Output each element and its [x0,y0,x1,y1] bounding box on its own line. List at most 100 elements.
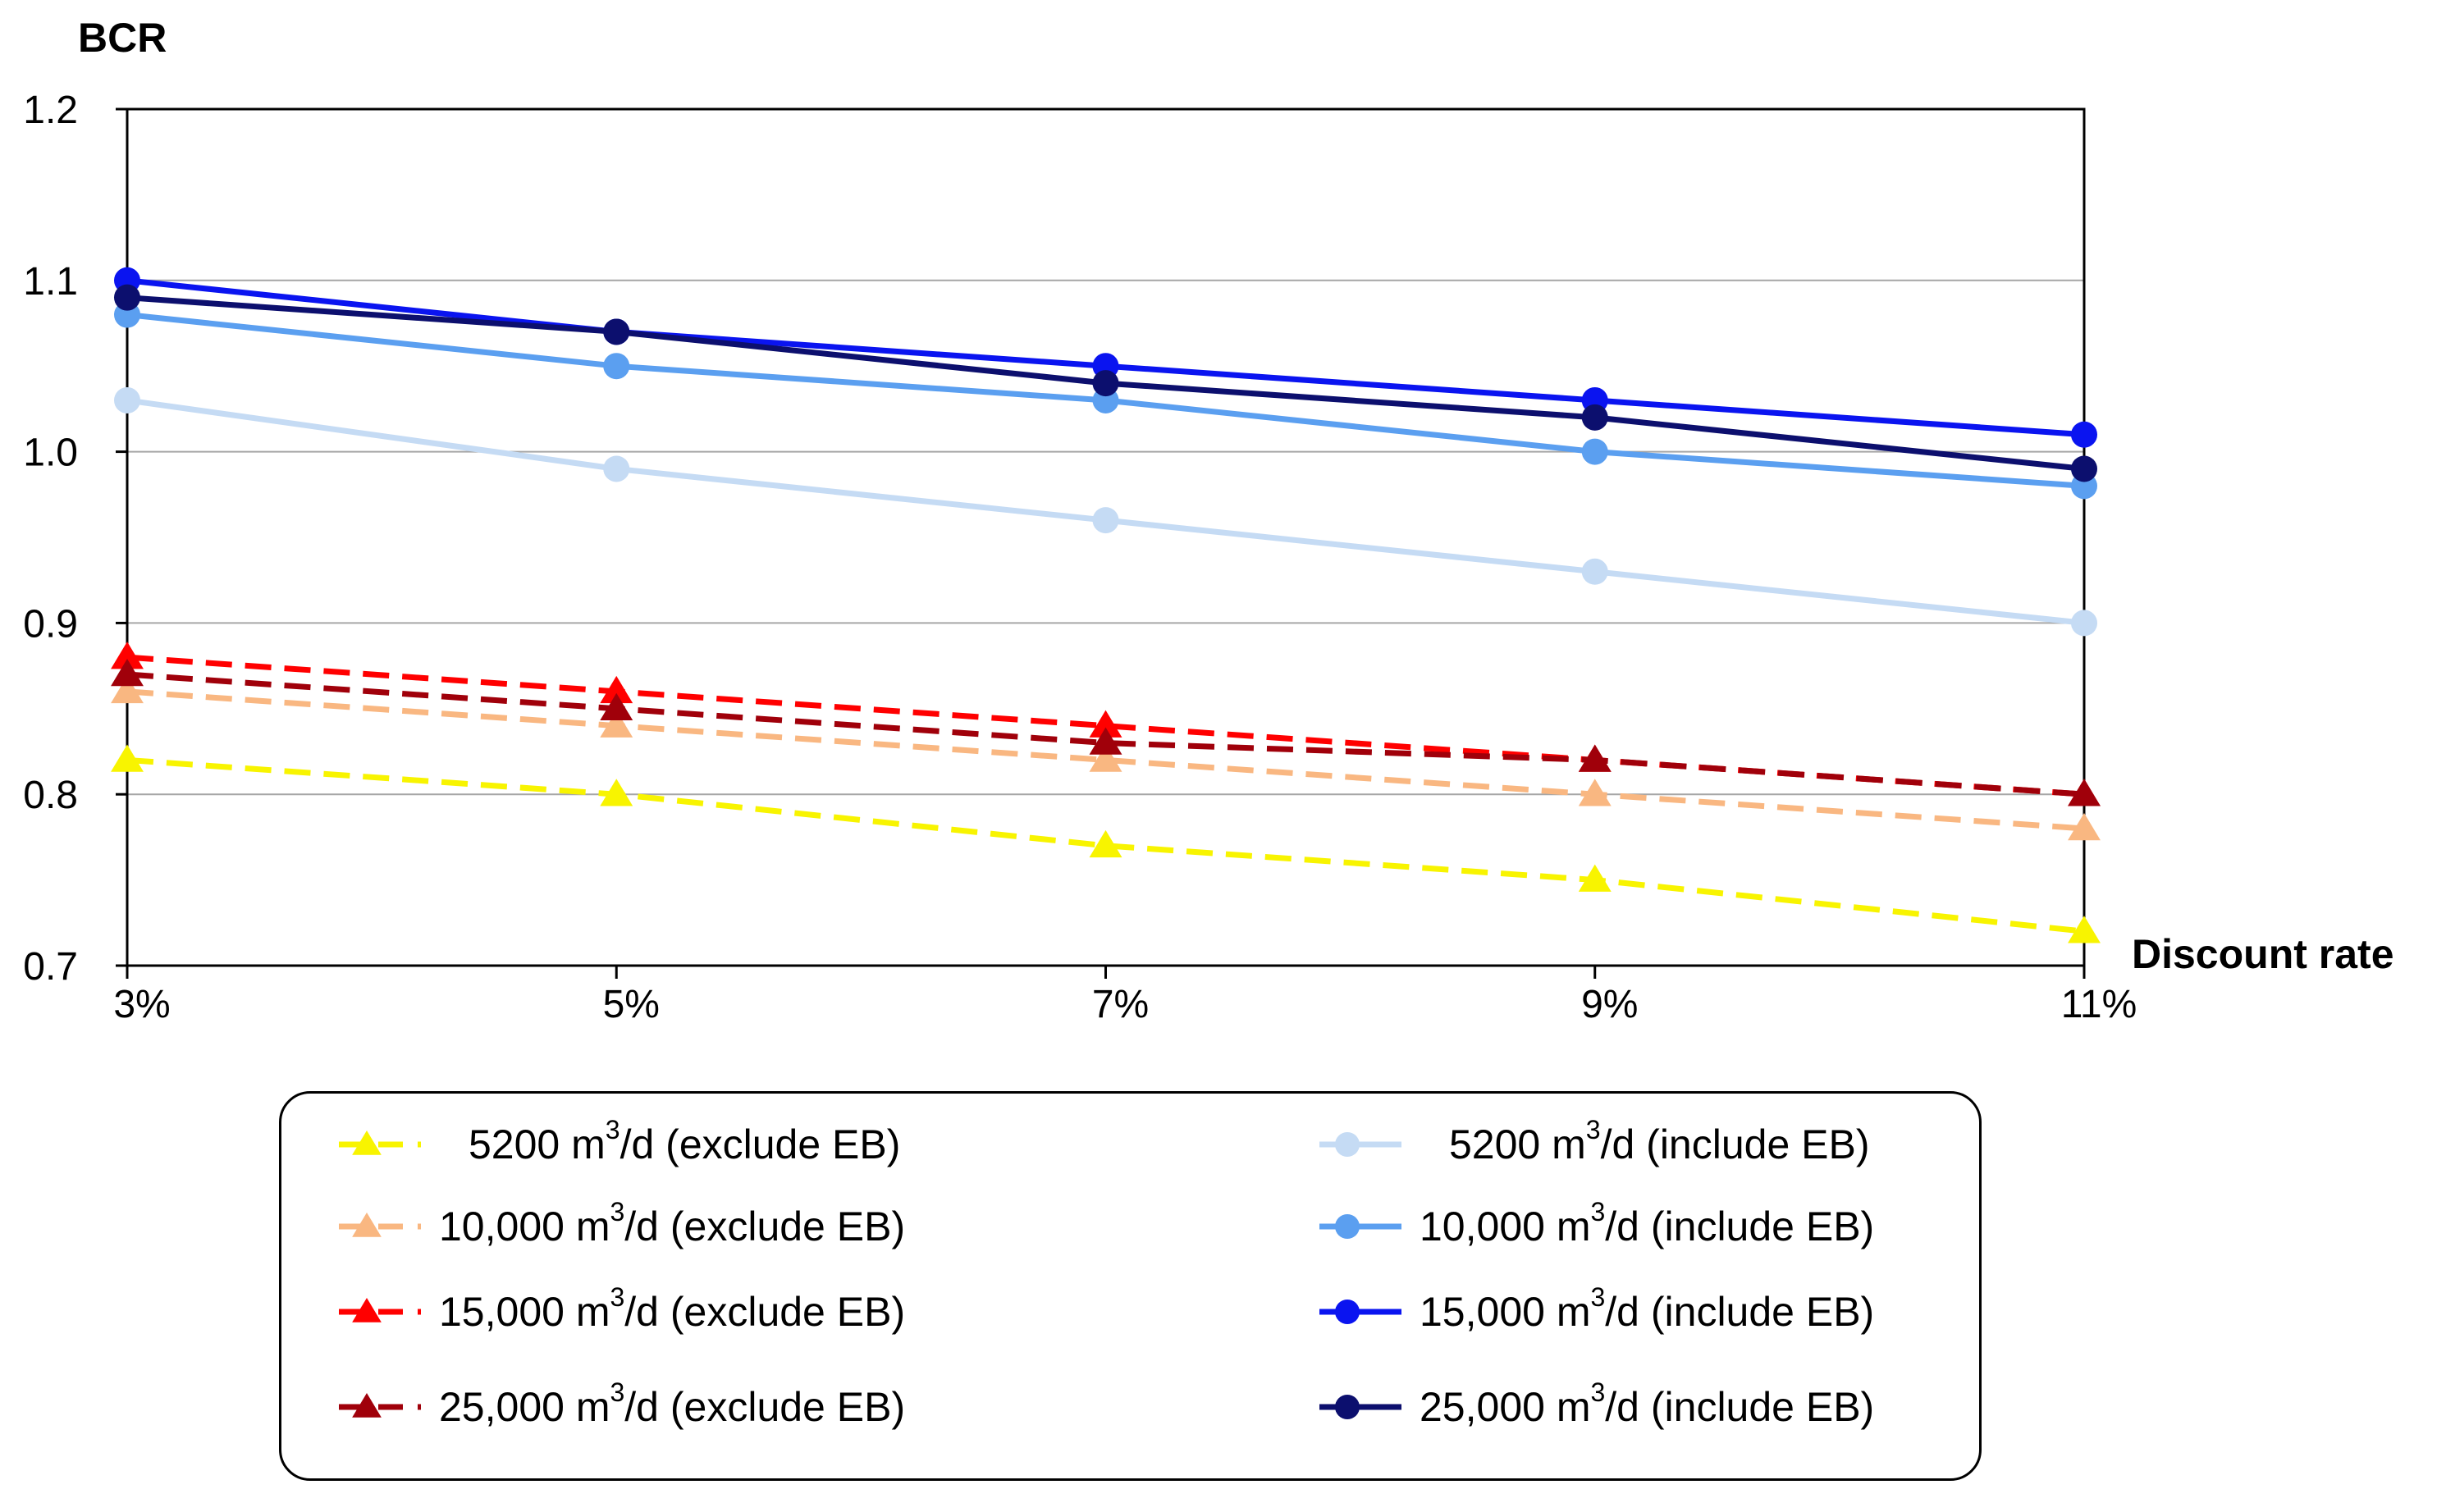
legend-swatch [339,1213,421,1237]
legend-label-suffix: /d (include EB) [1605,1384,1875,1430]
data-point [1578,864,1612,892]
legend-swatch [339,1131,421,1155]
series-4 [111,659,2101,806]
data-point [1578,779,1612,806]
legend-swatch [1319,1395,1401,1419]
legend-item: 10,000 m3/d (exclude EB) [339,1194,905,1259]
data-point [2071,421,2097,448]
data-point [2068,916,2101,943]
series-2 [111,675,2101,841]
legend-label-main: 10,000 m [1420,1204,1591,1249]
legend-label: 5200 m3/d (include EB) [1449,1117,1870,1168]
series-line [126,688,2085,832]
series-1 [111,744,2101,943]
legend-marker [1335,1132,1360,1157]
legend-label-suffix: /d (exclude EB) [624,1384,906,1430]
legend-marker [352,1131,382,1155]
legend-label-suffix: /d (exclude EB) [624,1289,906,1335]
legend-label-suffix: /d (include EB) [1605,1289,1875,1335]
series-line [126,671,2085,797]
legend-label-superscript: 3 [1590,1377,1606,1407]
legend-label-superscript: 3 [610,1282,625,1312]
data-point [2068,779,2101,806]
data-point [2071,455,2097,482]
data-point [1092,370,1119,397]
legend-label-superscript: 3 [605,1115,620,1144]
legend-label-main: 25,000 m [439,1384,610,1430]
series-7 [114,267,2097,448]
data-point [1089,829,1122,858]
legend-label-main: 25,000 m [1420,1384,1591,1430]
x-tick-label: 11% [2061,983,2137,1026]
y-axis-label: BCR [78,15,167,61]
data-point [1578,744,1612,772]
legend-label: 10,000 m3/d (exclude EB) [439,1199,906,1250]
legend-label-suffix: /d (exclude EB) [624,1204,906,1249]
y-tick-label: 1.0 [23,432,78,475]
legend: 5200 m3/d (exclude EB) 10,000 m3/d (exclu… [279,1091,1982,1481]
legend-label-superscript: 3 [610,1377,625,1407]
data-point [1092,507,1119,534]
legend-label-suffix: /d (include EB) [1605,1204,1875,1249]
y-tick-label: 0.9 [23,602,78,646]
data-point [1581,404,1608,431]
y-tick-label: 1.2 [23,89,78,132]
legend-item: 15,000 m3/d (exclude EB) [339,1279,905,1345]
data-point [600,692,633,721]
legend-item: 5200 m3/d (include EB) [1319,1112,1870,1177]
x-axis-label: Discount rate [2132,931,2394,977]
x-tick-label: 7% [1092,983,1149,1026]
data-point [111,659,144,687]
legend-swatch [339,1298,421,1322]
series-6 [114,301,2097,500]
legend-marker [352,1298,382,1322]
data-point [1089,710,1122,738]
legend-marker [1335,1395,1360,1419]
legend-swatch [1319,1214,1401,1239]
legend-label: 15,000 m3/d (exclude EB) [439,1284,906,1336]
data-point [603,318,630,345]
legend-marker [352,1393,382,1418]
legend-marker [1335,1214,1360,1239]
data-point [600,710,633,738]
legend-label-main: 15,000 m [439,1289,610,1335]
legend-item: 25,000 m3/d (exclude EB) [339,1374,905,1440]
legend-marker [1335,1300,1360,1324]
data-point [2071,610,2097,637]
series-8 [114,284,2097,482]
legend-item: 5200 m3/d (exclude EB) [339,1112,900,1177]
legend-label: 25,000 m3/d (include EB) [1420,1379,1875,1431]
y-tick-label: 0.7 [23,945,78,989]
legend-label-superscript: 3 [1585,1115,1601,1144]
data-point [1581,438,1608,465]
x-tick-label: 5% [603,983,660,1026]
legend-swatch [1319,1132,1401,1157]
legend-label-superscript: 3 [1590,1197,1606,1227]
x-tick-label: 9% [1581,983,1638,1026]
data-point [1089,744,1122,772]
y-tick-label: 1.1 [23,260,78,304]
legend-label-superscript: 3 [1590,1282,1606,1312]
legend-label: 5200 m3/d (exclude EB) [469,1117,900,1168]
y-axis: 0.7 0.8 0.9 1.0 1.1 1.2 [23,89,127,989]
legend-label-superscript: 3 [610,1197,625,1227]
x-tick-label: 3% [113,983,170,1026]
legend-label: 10,000 m3/d (include EB) [1420,1199,1875,1250]
data-point [111,642,144,669]
data-point [1089,727,1122,755]
legend-item: 10,000 m3/d (include EB) [1319,1194,1874,1259]
legend-label-suffix: /d (include EB) [1600,1121,1870,1167]
data-point [111,675,144,704]
data-point [111,744,144,772]
legend-label-main: 15,000 m [1420,1289,1591,1335]
series-layer [111,267,2101,943]
data-point [114,386,140,413]
gridlines [127,279,2084,796]
series-5 [114,386,2097,637]
data-point [2068,812,2101,841]
legend-swatch [339,1393,421,1418]
data-point [1581,558,1608,585]
series-line [126,756,2085,934]
legend-marker [352,1213,382,1237]
